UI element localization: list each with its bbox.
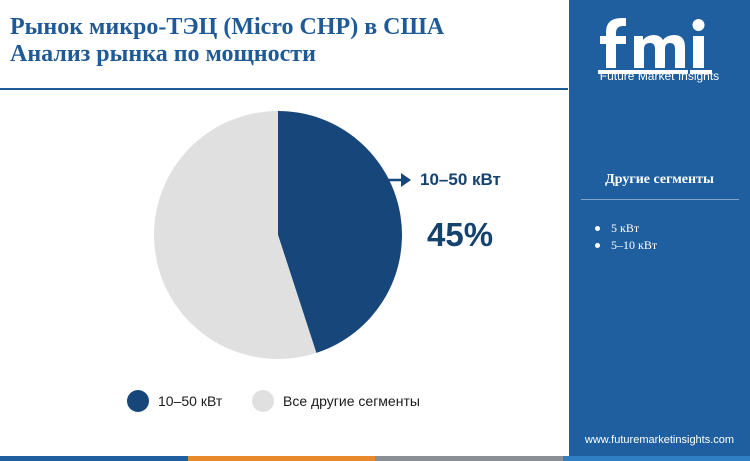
pie-slice-other [153, 111, 317, 359]
legend-item-other: Все другие сегменты [252, 390, 420, 412]
legend-label-10-50kw: 10–50 кВт [158, 393, 223, 409]
sidebar: Future Market Insights Другие сегменты 5… [569, 0, 750, 461]
website-link[interactable]: www.futuremarketinsights.com [584, 434, 735, 446]
other-segments-heading: Другие сегменты [605, 172, 714, 187]
legend-swatch-other [252, 390, 274, 412]
title-divider [0, 88, 568, 90]
callout-value: 45% [427, 216, 494, 253]
segments-divider [581, 199, 739, 200]
bottom-color-bar [0, 456, 750, 461]
pie-chart [153, 111, 411, 359]
title-line-2: Анализ рынка по мощности [10, 41, 316, 67]
legend-item-10-50kw: 10–50 кВт [127, 390, 222, 412]
legend-label-other: Все другие сегменты [283, 393, 420, 409]
logo-subtitle: Future Market Insights [599, 69, 720, 83]
bottom-bar-segment-2 [187, 456, 375, 461]
callout-label: 10–50 кВт [420, 170, 501, 189]
fmi-logo-icon [598, 17, 712, 74]
bottom-bar-segment-4 [562, 456, 750, 461]
segment-item-5kw: 5 кВт [595, 220, 657, 237]
other-segments-list: 5 кВт 5–10 кВт [595, 220, 657, 254]
bottom-bar-segment-3 [375, 456, 563, 461]
legend-swatch-10-50kw [127, 390, 149, 412]
callout-arrow-icon [401, 173, 411, 187]
chart-title: Рынок микро-ТЭЦ (Micro CHP) в США Анализ… [10, 14, 565, 68]
segment-item-5-10kw: 5–10 кВт [595, 237, 657, 254]
bottom-bar-segment-1 [0, 456, 188, 461]
title-line-1: Рынок микро-ТЭЦ (Micro CHP) в США [10, 14, 445, 40]
pie-slice-10-50kw [278, 111, 402, 353]
